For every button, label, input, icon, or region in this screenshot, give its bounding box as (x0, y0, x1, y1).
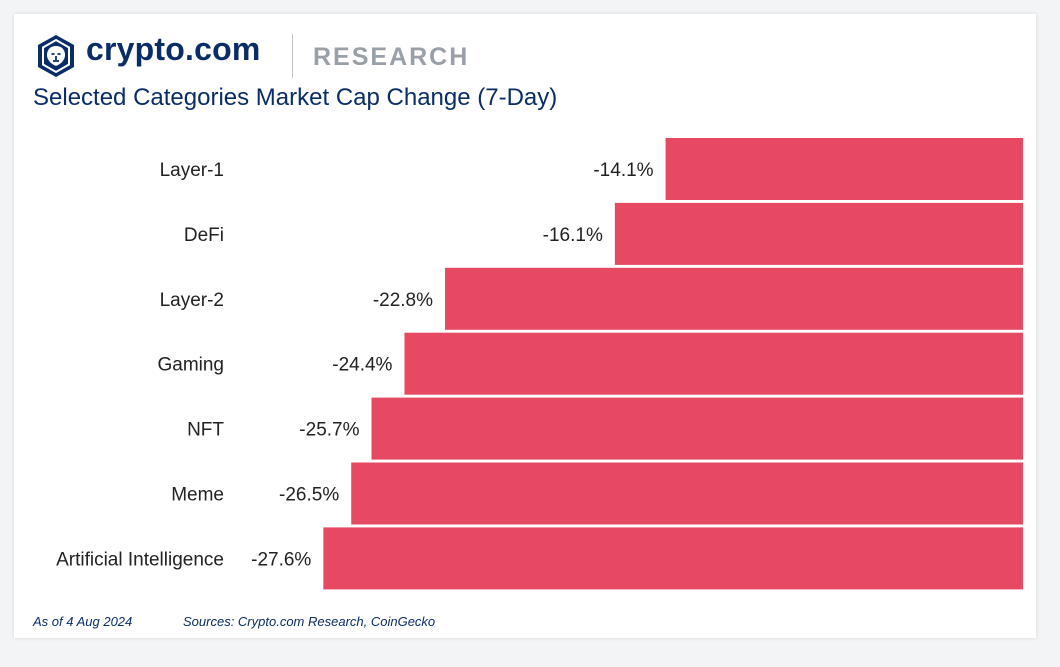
bar-artificial-intelligence (323, 527, 1024, 590)
value-label: -27.6% (251, 549, 311, 570)
bar-meme (351, 462, 1024, 525)
chart-title: Selected Categories Market Cap Change (7… (33, 84, 558, 111)
category-label: NFT (187, 420, 224, 441)
crypto-com-logo-icon (38, 35, 74, 77)
value-label: -24.4% (332, 355, 392, 376)
category-label: Meme (171, 485, 224, 506)
bar-nft (371, 397, 1023, 460)
value-label: -26.5% (279, 485, 339, 506)
brand-name: crypto.com (86, 31, 261, 67)
category-label: Layer-1 (160, 160, 224, 181)
value-label: -25.7% (299, 420, 359, 441)
bar-layer-1 (665, 138, 1023, 200)
value-label: -16.1% (543, 225, 603, 246)
category-label: DeFi (184, 225, 224, 246)
category-label: Artificial Intelligence (56, 549, 224, 570)
footer-date: As of 4 Aug 2024 (33, 614, 133, 629)
bar-defi (614, 202, 1023, 265)
category-label: Gaming (157, 355, 224, 376)
value-label: -22.8% (373, 290, 433, 311)
section-name: RESEARCH (313, 43, 470, 71)
footer-sources: Sources: Crypto.com Research, CoinGecko (183, 614, 436, 629)
header-divider (292, 34, 293, 78)
value-label: -14.1% (593, 160, 653, 181)
category-label: Layer-2 (160, 290, 224, 311)
bar-gaming (404, 332, 1024, 395)
bar-layer-2 (445, 267, 1023, 330)
